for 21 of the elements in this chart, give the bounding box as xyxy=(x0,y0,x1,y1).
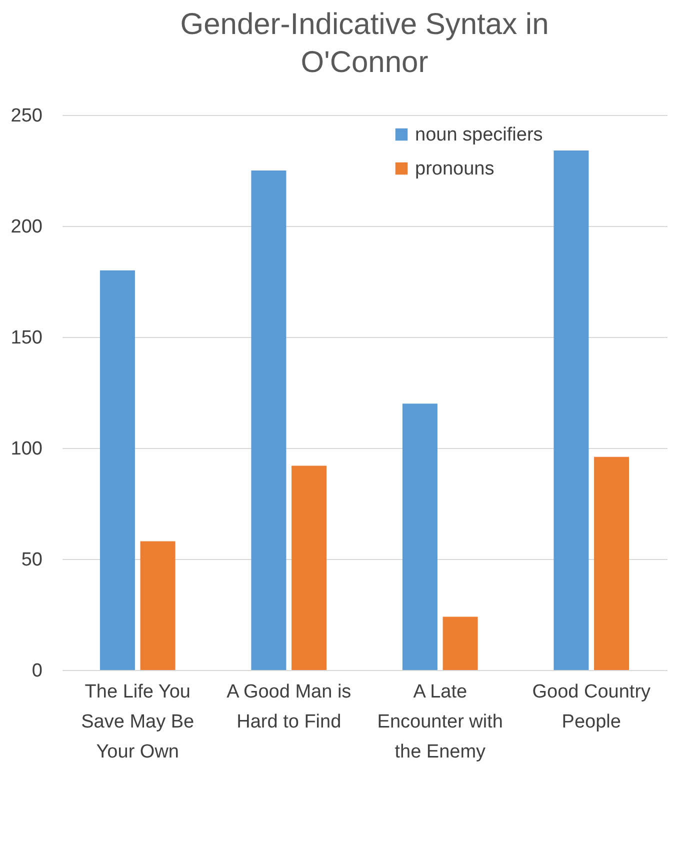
y-tick-label: 0 xyxy=(32,660,42,682)
legend-label: noun specifiers xyxy=(415,124,543,146)
bar xyxy=(292,466,327,670)
chart-title: Gender-Indicative Syntax in O'Connor xyxy=(180,8,549,79)
x-tick-label: A Good Man is Hard to Find xyxy=(226,682,352,732)
y-tick-label: 50 xyxy=(21,550,42,570)
x-tick-label: The Life You Save May Be Your Own xyxy=(81,682,194,762)
bar xyxy=(251,170,286,670)
y-tick-label: 100 xyxy=(10,438,42,460)
legend-label: pronouns xyxy=(415,158,494,180)
y-tick-label: 200 xyxy=(10,216,42,238)
bar xyxy=(100,270,135,670)
y-tick-label: 150 xyxy=(10,328,42,348)
x-tick-label: A Late Encounter with the Enemy xyxy=(377,682,503,762)
x-tick-label: Good Country People xyxy=(532,682,652,732)
bar xyxy=(442,616,478,670)
bar xyxy=(140,541,176,670)
bar xyxy=(594,456,630,670)
y-tick-label: 250 xyxy=(10,106,42,126)
bar xyxy=(554,150,589,670)
bar xyxy=(402,404,438,670)
